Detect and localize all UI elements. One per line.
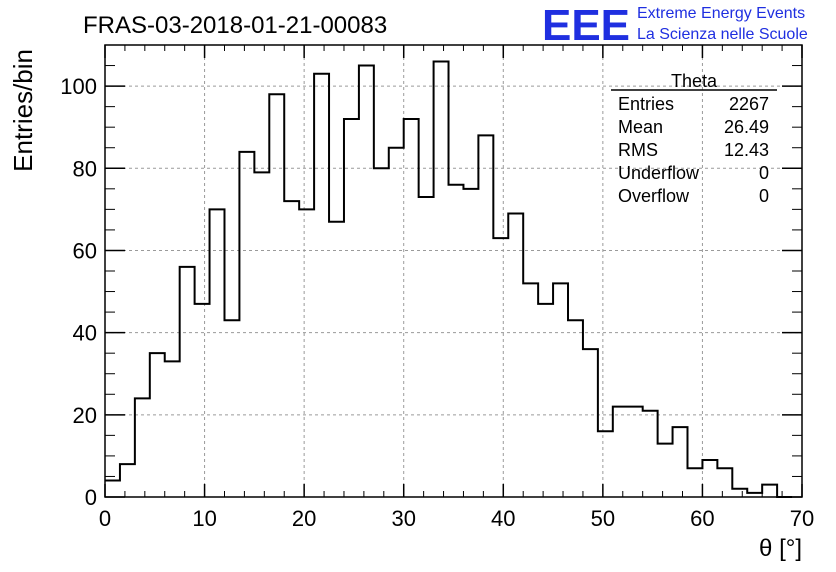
eee-logo-line2: La Scienza nelle Scuole [637, 26, 808, 43]
stats-box-rows: Entries 2267 Mean 26.49 RMS 12.43 Underflow 0 Ov… [618, 94, 769, 206]
y-tick-label: 100 [60, 74, 97, 99]
y-tick-label: 20 [73, 403, 97, 428]
chart-title: FRAS-03-2018-01-21-00083 [83, 12, 387, 39]
stats-row-label: Underflow [618, 163, 700, 183]
stats-row-value: 12.43 [724, 140, 769, 160]
y-tick-labels: 0 20 40 60 80 100 [60, 74, 97, 510]
y-tick-label: 0 [85, 485, 97, 510]
stats-row-label: Entries [618, 94, 674, 114]
stats-row-label: Overflow [618, 186, 690, 206]
x-tick-label: 0 [99, 506, 111, 531]
stats-row-label: RMS [618, 140, 658, 160]
y-tick-label: 60 [73, 238, 97, 263]
x-tick-label: 70 [790, 506, 814, 531]
x-axis-label: θ [°] [759, 535, 802, 562]
stats-box: Theta Entries 2267 Mean 26.49 RMS 12.43 Underf… [611, 71, 777, 206]
y-tick-label: 40 [73, 321, 97, 346]
x-tick-label: 50 [591, 506, 615, 531]
eee-logo-line1: Extreme Energy Events [637, 5, 805, 22]
stats-row-label: Mean [618, 117, 663, 137]
x-tick-label: 10 [192, 506, 216, 531]
stats-row-value: 26.49 [724, 117, 769, 137]
eee-logo-mark: EEE [542, 1, 630, 50]
grid-lines [105, 45, 802, 497]
x-tick-label: 20 [292, 506, 316, 531]
x-tick-label: 30 [391, 506, 415, 531]
y-tick-label: 80 [73, 156, 97, 181]
stats-box-title: Theta [671, 71, 718, 91]
x-tick-labels: 0 10 20 30 40 50 60 70 [99, 506, 814, 531]
histogram-line [105, 60, 793, 498]
x-tick-label: 60 [690, 506, 714, 531]
stats-row-value: 2267 [729, 94, 769, 114]
eee-logo: EEE Extreme Energy Events La Scienza nel… [542, 1, 808, 50]
x-tick-label: 40 [491, 506, 515, 531]
stats-row-value: 0 [759, 163, 769, 183]
plot-frame [104, 44, 803, 498]
stats-row-value: 0 [759, 186, 769, 206]
y-axis-label: Entries/bin [8, 49, 38, 172]
